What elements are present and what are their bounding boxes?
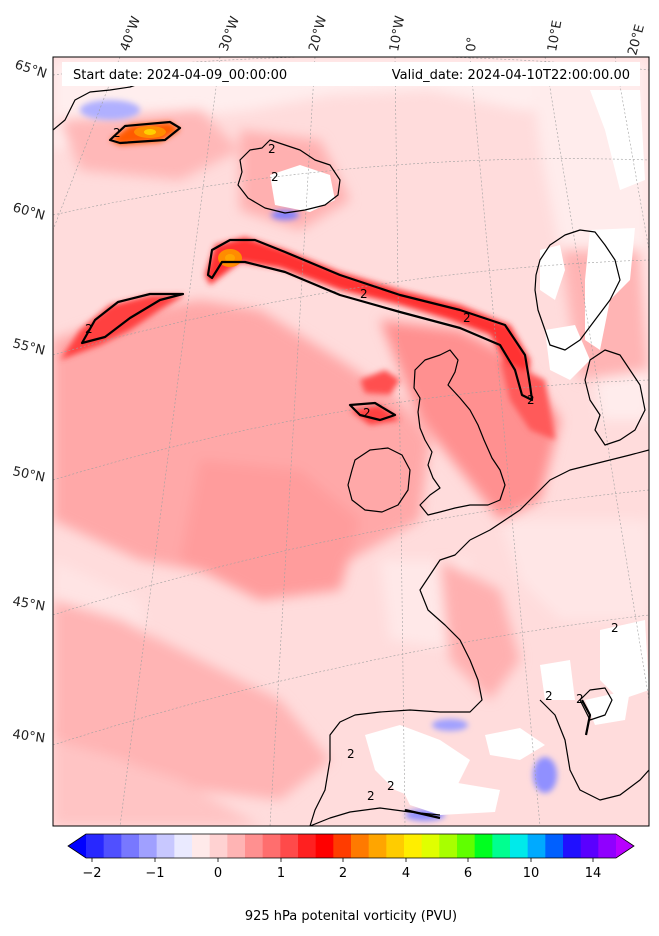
colorbar-cell xyxy=(156,834,175,858)
colorbar-cell xyxy=(209,834,228,858)
missing-data-regions xyxy=(270,90,649,815)
contour-labels: 2 2 2 2 2 2 2 2 2 2 2 2 2 2 xyxy=(85,126,619,803)
colorbar-cell xyxy=(103,834,122,858)
longitude-labels: 40°W 30°W 20°W 10°W 0° 10°E 20°E xyxy=(118,14,648,57)
lat-label: 65°N xyxy=(13,58,49,82)
colorbar-cell xyxy=(86,834,105,858)
lon-label: 20°E xyxy=(625,23,648,57)
map-frame xyxy=(52,56,650,827)
colorbar-cell xyxy=(368,834,387,858)
latitude-labels: 65°N 60°N 55°N 50°N 45°N 40°N xyxy=(11,58,49,747)
lon-label: 0° xyxy=(464,36,480,52)
colorbar-ticks: −2 −1 0 1 2 4 6 10 14 xyxy=(82,858,601,881)
colorbar-cell xyxy=(457,834,476,858)
contour-label: 2 xyxy=(85,322,93,336)
lat-label: 60°N xyxy=(11,200,47,223)
lat-label: 40°N xyxy=(11,727,46,746)
colorbar-cell xyxy=(174,834,193,858)
colorbar-tick-label: −1 xyxy=(145,866,164,881)
contour-label: 2 xyxy=(387,779,395,793)
contour-label: 2 xyxy=(611,621,619,635)
pv-peaks xyxy=(134,126,242,267)
contour-label: 2 xyxy=(360,287,368,301)
contour-label: 2 xyxy=(268,142,276,156)
colorbar-tick-label: −2 xyxy=(82,866,101,881)
lat-label: 55°N xyxy=(11,336,46,358)
lon-label: 30°W xyxy=(217,14,243,53)
colorbar-tick-label: 1 xyxy=(277,866,285,881)
colorbar-cell xyxy=(580,834,599,858)
colorbar-cell xyxy=(139,834,158,858)
start-date-label: Start date: 2024-04-09_00:00:00 xyxy=(73,68,287,83)
colorbar-cell xyxy=(298,834,317,858)
colorbar-cell xyxy=(404,834,423,858)
colorbar-tick-label: 4 xyxy=(402,866,410,881)
colorbar-cell xyxy=(474,834,493,858)
colorbar-cell xyxy=(386,834,405,858)
graticule xyxy=(53,57,649,826)
colorbar-cell xyxy=(527,834,546,858)
colorbar-cell xyxy=(192,834,211,858)
contour-label: 2 xyxy=(527,393,535,407)
lon-label: 20°W xyxy=(306,14,330,53)
colorbar-title: 925 hPa potenital vorticity (PVU) xyxy=(245,909,457,924)
colorbar-tick-label: 2 xyxy=(339,866,347,881)
colorbar-cell xyxy=(315,834,334,858)
colorbar-max-extend xyxy=(616,834,634,858)
colorbar-cell xyxy=(121,834,140,858)
colorbar-cell xyxy=(598,834,617,858)
colorbar-cell xyxy=(262,834,281,858)
lat-label: 45°N xyxy=(11,594,46,614)
colorbar-tick-label: 0 xyxy=(214,866,222,881)
colorbar-cell xyxy=(545,834,564,858)
colorbar-outline xyxy=(67,833,635,859)
colorbar-cells xyxy=(86,834,617,858)
contour-label: 2 xyxy=(347,747,355,761)
colorbar-cell xyxy=(439,834,458,858)
colorbar-cell xyxy=(510,834,529,858)
colorbar-cell xyxy=(563,834,582,858)
lon-label: 10°E xyxy=(545,19,565,52)
lon-label: 10°W xyxy=(387,15,408,53)
contour-label: 2 xyxy=(271,170,279,184)
colorbar-min-extend xyxy=(68,834,86,858)
lon-label: 40°W xyxy=(118,14,144,53)
moderate-pv-areas xyxy=(53,110,649,826)
contour-label: 2 xyxy=(113,126,121,140)
contour-label: 2 xyxy=(367,789,375,803)
colorbar-cell xyxy=(280,834,299,858)
colorbar-cell xyxy=(245,834,264,858)
colorbar: −2 −1 0 1 2 4 6 10 14 925 hPa potenital vorticit… xyxy=(67,833,635,924)
colorbar-tick-label: 6 xyxy=(464,866,472,881)
lat-label: 50°N xyxy=(11,464,46,485)
colorbar-cell xyxy=(492,834,511,858)
colorbar-cell xyxy=(227,834,246,858)
colorbar-cell xyxy=(351,834,370,858)
colorbar-tick-label: 14 xyxy=(585,866,602,881)
colorbar-cell xyxy=(333,834,352,858)
pv-field: 2 2 2 2 2 2 2 2 2 2 2 2 2 2 xyxy=(53,57,649,826)
contour-label: 2 xyxy=(363,406,371,420)
colorbar-cell xyxy=(421,834,440,858)
contour-label: 2 xyxy=(463,311,471,325)
contour-label: 2 xyxy=(576,692,584,706)
colorbar-tick-label: 10 xyxy=(523,866,540,881)
valid-date-label: Valid_date: 2024-04-10T22:00:00.00 xyxy=(392,68,630,83)
contour-label: 2 xyxy=(545,689,553,703)
pv-2-contours xyxy=(80,120,592,820)
date-info-box xyxy=(62,62,640,86)
